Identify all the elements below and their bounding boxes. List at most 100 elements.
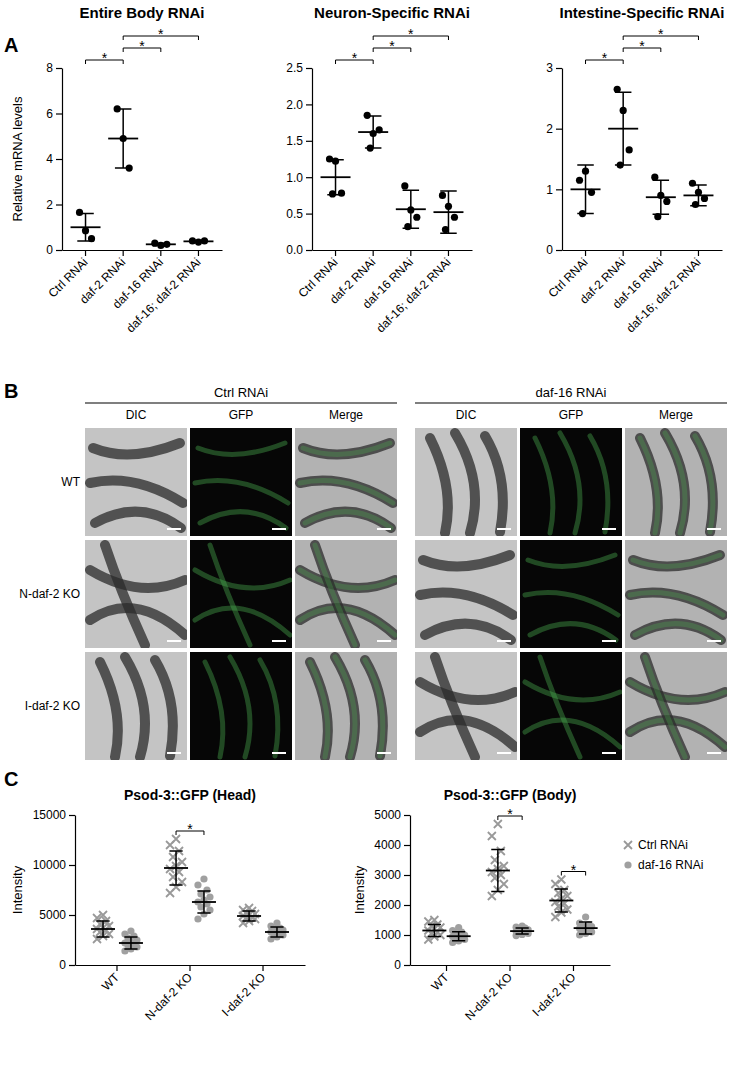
tick-label: 0.0 — [286, 243, 303, 257]
worm-fluorescence — [198, 443, 285, 454]
worm-fluorescence — [528, 555, 615, 566]
micrograph-background — [415, 428, 517, 536]
scale-bar — [272, 752, 286, 754]
significance-label: * — [158, 26, 164, 42]
micrograph-background — [520, 428, 622, 536]
chart: Intestine-Specific RNAi0123Ctrl RNAidaf-… — [545, 4, 724, 335]
worm — [645, 657, 685, 757]
panel-letter: C — [4, 768, 18, 790]
tick-mark — [404, 965, 410, 966]
tick-mark — [198, 250, 199, 256]
tick-mark — [573, 965, 574, 971]
point — [430, 916, 438, 924]
worm-fluorescence — [300, 570, 395, 588]
significance-label: * — [658, 26, 664, 42]
tick-mark — [85, 250, 86, 256]
tick-label: 2.5 — [286, 61, 303, 75]
worm — [695, 436, 713, 532]
header-rule — [415, 402, 727, 403]
micrograph-background — [625, 540, 727, 648]
point — [663, 198, 670, 205]
panel-letter: B — [4, 380, 18, 402]
point — [576, 919, 583, 926]
error-bar — [327, 160, 344, 195]
worm-fluorescence — [310, 662, 328, 757]
micrograph-background — [295, 428, 397, 536]
tick-label: N-daf-2 KO — [142, 970, 195, 1023]
worm-fluorescence — [630, 593, 723, 616]
micrograph — [415, 652, 517, 760]
worm-fluorescence — [315, 545, 355, 645]
tick: 0.0 — [286, 243, 312, 257]
scale-bar — [707, 752, 721, 754]
error-bar — [115, 109, 132, 168]
legend-label: daf-16 RNAi — [638, 858, 703, 872]
error-bar — [555, 889, 568, 912]
row-label: N-daf-2 KO — [19, 587, 80, 601]
significance-label: * — [139, 38, 145, 54]
tick-mark — [56, 159, 62, 160]
micrograph-background — [85, 540, 187, 648]
micrograph — [85, 652, 187, 760]
worm-fluorescence — [640, 438, 658, 533]
tick-label: 5000 — [374, 808, 401, 822]
point — [178, 858, 186, 866]
scale-bar — [377, 752, 391, 754]
marks — [71, 105, 214, 249]
worm — [300, 481, 393, 504]
point — [455, 924, 462, 931]
tick-mark — [56, 68, 62, 69]
tick-mark — [585, 250, 586, 256]
worm-fluorescence — [205, 662, 223, 757]
tick-mark — [509, 965, 510, 971]
error-bar — [579, 922, 592, 934]
tick-label: 5000 — [39, 908, 66, 922]
y-axis: 050001000015000 — [33, 808, 76, 972]
tick: 10000 — [33, 858, 75, 872]
worm-fluorescence — [665, 433, 685, 533]
tick-mark — [306, 104, 312, 105]
tick-mark — [160, 250, 161, 256]
micrograph — [520, 428, 622, 536]
channel-header: Merge — [329, 408, 363, 422]
tick-label: 0 — [546, 243, 553, 257]
tick-label: 4 — [46, 152, 53, 166]
tick-label: 0 — [46, 243, 53, 257]
worm — [100, 662, 118, 757]
point — [576, 177, 583, 184]
tick: 1000 — [374, 928, 410, 942]
channel-header: GFP — [559, 408, 584, 422]
worm-fluorescence — [540, 657, 580, 757]
tick-mark — [410, 250, 411, 256]
error-bar — [190, 241, 207, 242]
scale-bar — [167, 640, 181, 642]
tick-mark — [698, 250, 699, 256]
worm — [633, 555, 720, 566]
point — [500, 862, 508, 870]
tick: 0 — [46, 243, 62, 257]
tick-label: 2.0 — [286, 98, 303, 112]
tick: daf-16; daf-2 RNAi — [373, 250, 453, 335]
error-bar — [153, 243, 170, 245]
micrograph-background — [295, 540, 397, 648]
tick: 5000 — [374, 808, 410, 822]
figure: ABCEntire Body RNAiRelative mRNA levels0… — [0, 0, 734, 1072]
tick-label: daf-16; daf-2 RNAi — [623, 255, 703, 335]
tick-mark — [404, 875, 410, 876]
micrograph — [295, 540, 397, 648]
point — [413, 214, 420, 221]
chart-title: Psod-3::GFP (Head) — [124, 787, 256, 803]
worm-fluorescence — [200, 512, 286, 528]
tick: I-daf-2 KO — [219, 965, 268, 1019]
x-axis: Ctrl RNAidaf-2 RNAidaf-16 RNAidaf-16; da… — [545, 250, 722, 335]
scale-bar — [377, 640, 391, 642]
panel-letter: A — [4, 34, 18, 56]
tick-label: 15000 — [33, 808, 67, 822]
tick-mark — [306, 214, 312, 215]
error-bar — [169, 851, 182, 885]
point — [99, 911, 107, 919]
tick: 0 — [394, 958, 410, 972]
worm — [630, 593, 723, 616]
worm-fluorescence — [695, 436, 713, 532]
worm-fluorescence — [305, 512, 391, 528]
